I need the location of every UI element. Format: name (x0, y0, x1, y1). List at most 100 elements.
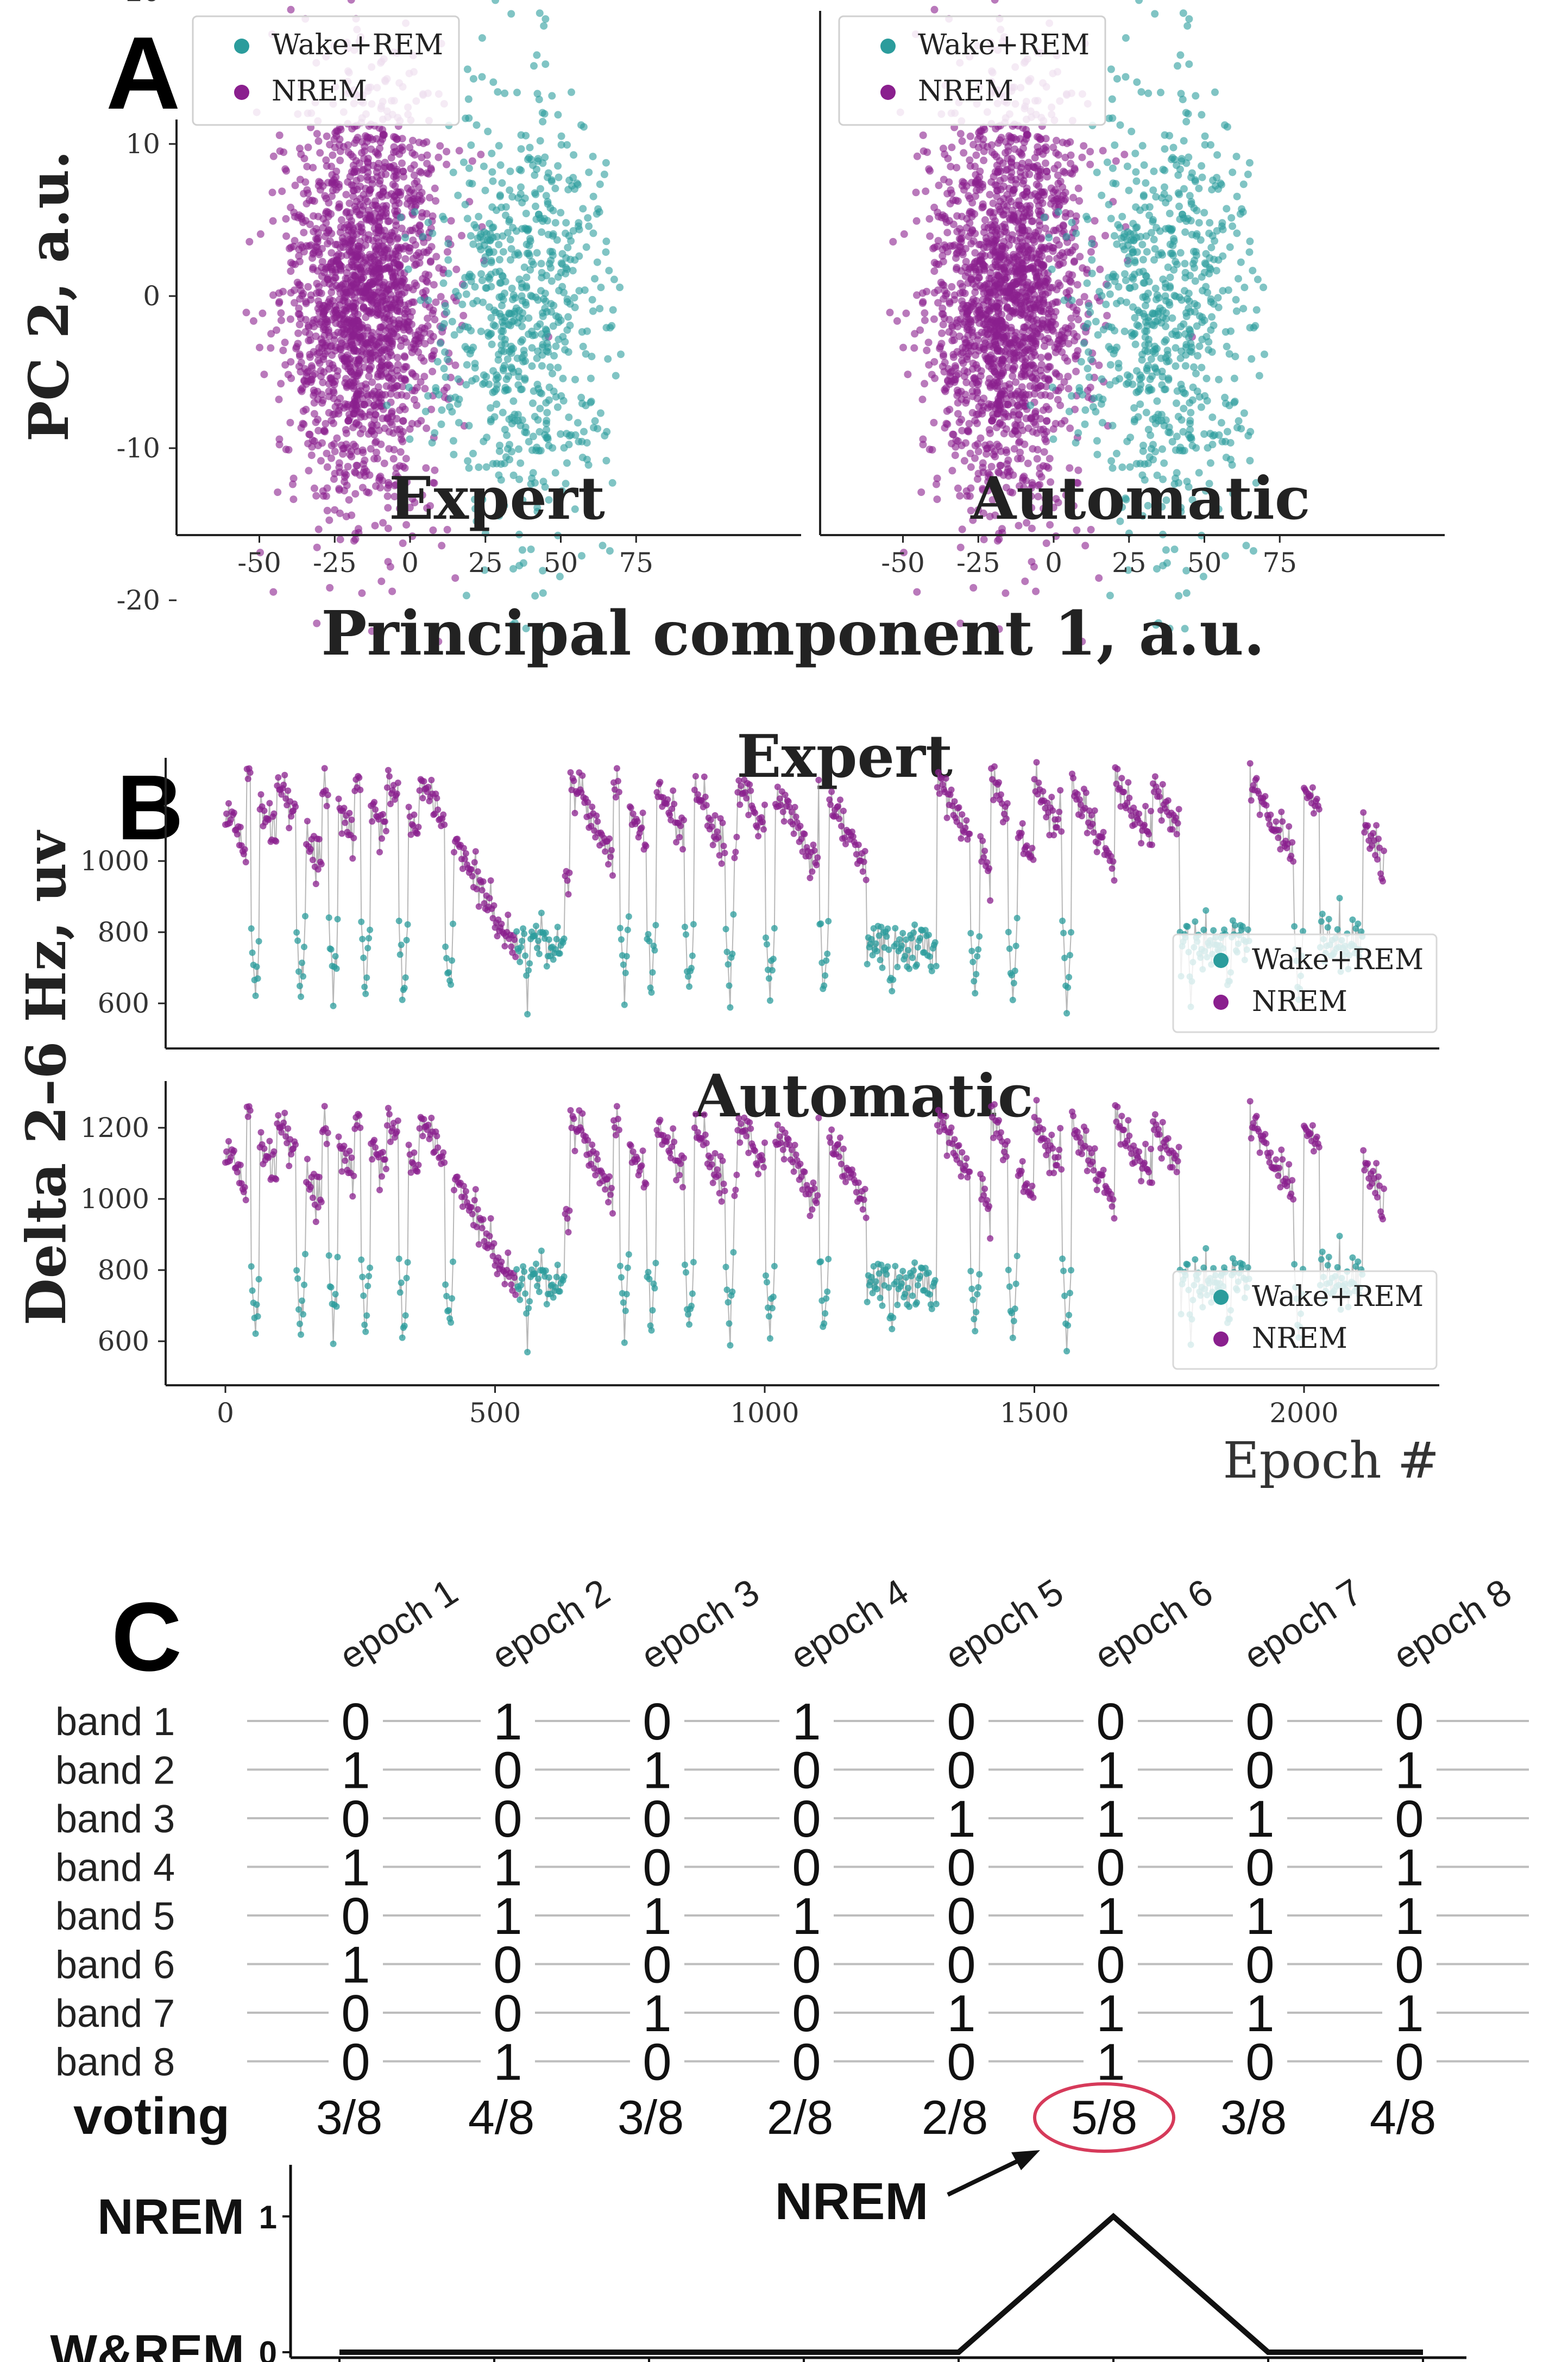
data-point (974, 135, 982, 143)
data-point (1145, 384, 1153, 392)
data-point (501, 89, 509, 97)
data-point (1061, 354, 1069, 362)
data-point (587, 374, 595, 382)
data-point (522, 301, 530, 309)
data-point (930, 243, 939, 252)
data-point (557, 209, 565, 217)
data-point (1098, 419, 1106, 427)
data-point (1150, 167, 1158, 175)
data-point (369, 279, 377, 287)
data-point (1202, 374, 1211, 382)
data-point (945, 178, 953, 186)
data-point (401, 255, 410, 263)
data-point (555, 173, 563, 181)
data-point (955, 332, 964, 340)
data-point (1179, 428, 1187, 436)
data-point (923, 287, 931, 296)
data-point (506, 186, 514, 194)
data-point (376, 323, 385, 331)
data-point (512, 227, 520, 235)
data-point (1207, 243, 1216, 252)
data-point (501, 317, 509, 325)
data-point (305, 242, 313, 250)
data-point (1161, 183, 1168, 191)
data-point (540, 110, 549, 118)
data-point (314, 304, 322, 312)
data-point (1222, 454, 1230, 462)
data-point (1166, 429, 1174, 437)
data-point (465, 164, 473, 172)
data-point (521, 224, 529, 233)
data-point (367, 356, 375, 365)
data-point (541, 334, 549, 342)
data-point (1015, 148, 1023, 156)
data-point (540, 22, 548, 30)
data-point (339, 297, 347, 305)
data-point (1018, 256, 1026, 264)
data-point (599, 542, 607, 550)
data-point (389, 455, 398, 463)
data-point (1122, 73, 1130, 81)
data-point (308, 196, 316, 204)
data-point (554, 162, 562, 170)
data-point (1182, 117, 1191, 125)
data-point (1208, 413, 1217, 422)
data-point (1213, 151, 1221, 159)
data-point (1037, 332, 1045, 341)
data-point (539, 312, 547, 321)
data-point (295, 304, 303, 312)
data-point (1068, 170, 1076, 178)
data-point (1086, 160, 1094, 168)
data-point (1106, 290, 1114, 298)
data-point (477, 270, 485, 278)
data-point (1111, 277, 1119, 285)
data-point (985, 400, 993, 408)
data-point (493, 206, 500, 214)
data-point (543, 409, 551, 417)
data-point (564, 243, 572, 252)
data-point (307, 451, 316, 460)
data-point (605, 267, 613, 275)
data-point (1007, 168, 1016, 177)
data-point (591, 275, 599, 283)
data-point (541, 60, 550, 68)
data-point (1173, 399, 1180, 407)
data-point (536, 9, 544, 17)
data-point (386, 262, 393, 271)
data-point (1029, 262, 1037, 271)
data-point (335, 459, 343, 467)
data-point (1141, 293, 1149, 300)
data-point (336, 156, 344, 165)
data-point (1182, 217, 1191, 225)
data-point (1157, 89, 1164, 97)
data-point (1088, 240, 1096, 248)
data-point (921, 309, 929, 317)
data-point (1092, 318, 1100, 325)
data-point (949, 353, 958, 361)
data-point (1229, 168, 1237, 177)
data-point (344, 417, 352, 425)
data-point (1040, 406, 1047, 414)
data-point (443, 248, 451, 256)
data-point (414, 331, 422, 339)
data-point (533, 249, 541, 257)
data-point (275, 131, 284, 139)
data-point (1126, 373, 1134, 381)
data-point (926, 232, 934, 240)
data-point (1019, 212, 1027, 221)
data-point (1198, 173, 1206, 181)
data-point (1042, 135, 1050, 143)
data-point (539, 117, 547, 125)
data-point (1149, 218, 1157, 226)
data-point (1130, 404, 1138, 412)
data-point (1217, 419, 1225, 427)
data-point (462, 290, 470, 298)
data-point (1240, 284, 1249, 292)
data-point (563, 326, 571, 334)
data-point (589, 192, 597, 200)
y-tick-label: 20 (125, 0, 160, 8)
data-point (463, 361, 471, 369)
data-point (358, 589, 366, 597)
data-point (998, 369, 1005, 378)
data-point (1153, 344, 1161, 353)
